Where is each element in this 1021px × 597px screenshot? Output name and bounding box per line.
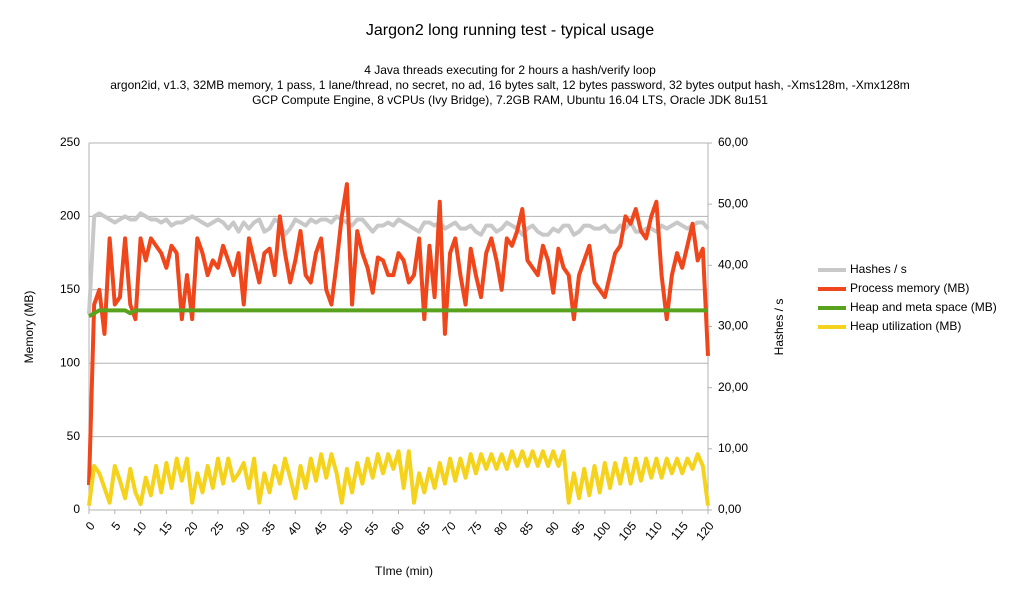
y2-tick-label: 40,00 bbox=[718, 258, 748, 272]
x-axis-title: TIme (min) bbox=[375, 564, 433, 578]
y2-tick-label: 60,00 bbox=[718, 135, 748, 149]
x-tick-label: 50 bbox=[336, 519, 356, 538]
x-tick-label: 0 bbox=[83, 519, 98, 533]
x-tick-label: 15 bbox=[156, 519, 176, 538]
x-tick-label: 45 bbox=[311, 519, 331, 538]
y-tick-label: 150 bbox=[60, 282, 80, 296]
x-tick-label: 110 bbox=[642, 519, 665, 543]
y-tick-label: 200 bbox=[60, 209, 80, 223]
chart-subtitle: 4 Java threads executing for 2 hours a h… bbox=[364, 63, 656, 77]
y2-axis-title: Hashes / s bbox=[772, 299, 786, 356]
y-axis-title: Memory (MB) bbox=[22, 291, 36, 364]
y2-tick-label: 10,00 bbox=[718, 441, 748, 455]
y2-tick-label: 30,00 bbox=[718, 319, 748, 333]
x-tick-label: 65 bbox=[414, 519, 434, 538]
x-tick-label: 75 bbox=[465, 519, 485, 538]
chart-title: Jargon2 long running test - typical usag… bbox=[366, 22, 654, 39]
y2-tick-label: 20,00 bbox=[718, 380, 748, 394]
legend-label: Heap and meta space (MB) bbox=[850, 300, 997, 314]
x-tick-label: 40 bbox=[285, 519, 305, 538]
line-series bbox=[87, 211, 710, 315]
y-tick-label: 50 bbox=[67, 429, 81, 443]
legend-label: Process memory (MB) bbox=[850, 281, 969, 295]
chart-subtitle: GCP Compute Engine, 8 vCPUs (Ivy Bridge)… bbox=[252, 93, 768, 107]
legend-label: Heap utilization (MB) bbox=[850, 319, 961, 333]
x-tick-label: 10 bbox=[130, 519, 150, 538]
x-tick-label: 95 bbox=[568, 519, 588, 538]
chart-subtitle: argon2id, v1.3, 32MB memory, 1 pass, 1 l… bbox=[110, 78, 910, 92]
y2-tick-label: 50,00 bbox=[718, 196, 748, 210]
y2-tick-label: 0,00 bbox=[718, 502, 742, 516]
y-tick-label: 250 bbox=[60, 135, 80, 149]
x-tick-label: 90 bbox=[543, 519, 563, 538]
x-tick-label: 55 bbox=[362, 519, 382, 538]
line-series bbox=[87, 182, 710, 486]
line-series bbox=[87, 449, 710, 507]
x-tick-label: 100 bbox=[590, 519, 614, 544]
x-tick-label: 85 bbox=[517, 519, 537, 538]
x-tick-label: 115 bbox=[668, 519, 691, 543]
x-tick-label: 5 bbox=[108, 519, 123, 533]
y-tick-label: 0 bbox=[73, 502, 80, 516]
line-series bbox=[88, 308, 708, 318]
x-tick-label: 105 bbox=[616, 519, 640, 544]
x-tick-label: 60 bbox=[388, 519, 408, 538]
x-tick-label: 35 bbox=[259, 519, 279, 538]
x-tick-label: 25 bbox=[207, 519, 227, 538]
x-tick-label: 120 bbox=[693, 519, 717, 544]
x-tick-label: 30 bbox=[233, 519, 253, 538]
y-tick-label: 100 bbox=[60, 355, 80, 369]
x-tick-label: 80 bbox=[491, 519, 511, 538]
x-tick-label: 70 bbox=[439, 519, 459, 538]
legend-label: Hashes / s bbox=[850, 262, 907, 276]
x-tick-label: 20 bbox=[182, 519, 202, 538]
